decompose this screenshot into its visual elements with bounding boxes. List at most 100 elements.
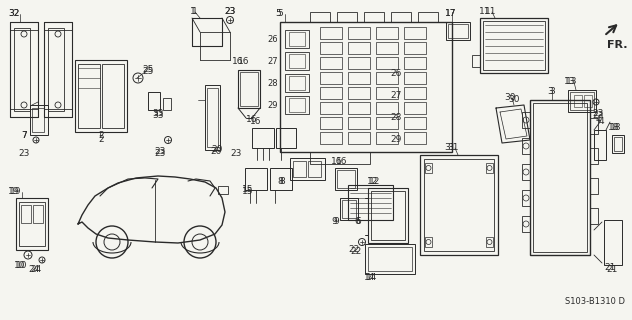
Text: 23: 23 — [154, 148, 166, 157]
Text: 5: 5 — [275, 10, 281, 19]
Bar — [472, 55, 480, 67]
Bar — [368, 188, 408, 243]
Text: 31: 31 — [447, 143, 459, 153]
Text: 16: 16 — [246, 116, 258, 124]
Bar — [480, 18, 548, 73]
Text: 28: 28 — [391, 114, 402, 123]
Text: 7: 7 — [21, 131, 27, 140]
Bar — [376, 117, 398, 129]
Text: 4: 4 — [595, 116, 601, 124]
Bar — [404, 117, 426, 129]
Text: 7: 7 — [21, 131, 27, 140]
Text: 29: 29 — [267, 100, 278, 109]
Bar — [522, 164, 530, 180]
Bar — [522, 216, 530, 232]
Bar — [337, 12, 357, 22]
Bar — [376, 87, 398, 99]
Bar — [420, 155, 498, 255]
Text: 8: 8 — [277, 178, 283, 187]
Text: 15: 15 — [242, 186, 254, 195]
Text: 32: 32 — [8, 10, 20, 19]
Text: 20: 20 — [211, 146, 222, 155]
Bar — [584, 95, 592, 107]
Bar — [240, 72, 258, 106]
Text: 9: 9 — [333, 218, 339, 227]
Text: 28: 28 — [267, 78, 278, 87]
Bar — [404, 72, 426, 84]
Bar — [14, 28, 30, 111]
Bar — [320, 102, 342, 114]
Bar — [10, 22, 38, 30]
Bar — [364, 12, 384, 22]
Text: 30: 30 — [508, 95, 520, 105]
Text: 11: 11 — [479, 7, 491, 17]
Bar — [348, 72, 370, 84]
Text: 16: 16 — [232, 58, 244, 67]
Bar — [590, 118, 598, 134]
Bar — [320, 72, 342, 84]
Text: 11: 11 — [485, 7, 497, 17]
Bar — [285, 30, 309, 48]
Bar — [425, 163, 432, 173]
Bar — [424, 159, 494, 251]
Bar — [530, 100, 590, 255]
Text: S103-B1310 D: S103-B1310 D — [565, 298, 625, 307]
Bar — [33, 205, 43, 223]
Text: 22: 22 — [350, 247, 362, 257]
Bar — [348, 117, 370, 129]
Bar — [590, 178, 598, 194]
Text: 9: 9 — [331, 218, 337, 227]
Text: 32: 32 — [8, 10, 20, 19]
Bar — [44, 22, 72, 30]
Text: 30: 30 — [504, 92, 516, 101]
Bar — [310, 152, 370, 164]
Text: 3: 3 — [549, 87, 555, 97]
Bar — [404, 87, 426, 99]
Bar — [280, 22, 452, 152]
Text: 16: 16 — [238, 58, 250, 67]
Bar — [293, 161, 306, 177]
Bar — [30, 105, 48, 135]
Bar — [404, 27, 426, 39]
Bar — [522, 112, 530, 128]
Text: 24: 24 — [30, 266, 42, 275]
Text: 1: 1 — [190, 7, 196, 17]
Text: 29: 29 — [391, 135, 402, 145]
Bar — [163, 98, 171, 110]
Text: 14: 14 — [367, 274, 378, 283]
Text: 26: 26 — [391, 69, 402, 78]
Bar — [252, 128, 274, 148]
Bar — [32, 108, 44, 132]
Bar — [44, 22, 72, 117]
Bar — [612, 135, 624, 153]
Bar — [404, 102, 426, 114]
Text: 16: 16 — [331, 157, 343, 166]
Bar — [289, 32, 305, 46]
Bar — [75, 60, 127, 132]
Text: 3: 3 — [547, 87, 553, 97]
Text: 23: 23 — [224, 7, 236, 17]
Bar — [320, 117, 342, 129]
Text: 17: 17 — [446, 9, 457, 18]
Bar — [44, 109, 72, 117]
Bar — [486, 163, 493, 173]
Bar — [285, 52, 309, 70]
Text: 2: 2 — [98, 132, 104, 140]
Text: 2: 2 — [98, 135, 104, 145]
Bar — [218, 186, 228, 194]
Text: 26: 26 — [267, 35, 278, 44]
Bar — [289, 54, 305, 68]
Text: 8: 8 — [279, 178, 285, 187]
Text: 20: 20 — [210, 148, 222, 156]
Bar — [594, 130, 606, 160]
Text: 25: 25 — [142, 66, 154, 75]
Text: 12: 12 — [367, 177, 379, 186]
Text: 16: 16 — [250, 117, 262, 126]
Text: 23: 23 — [230, 149, 241, 158]
Text: 19: 19 — [8, 187, 20, 196]
Bar — [446, 22, 470, 40]
Bar — [207, 88, 218, 147]
Bar — [614, 137, 622, 151]
Bar — [10, 109, 38, 117]
Text: 10: 10 — [16, 260, 28, 269]
